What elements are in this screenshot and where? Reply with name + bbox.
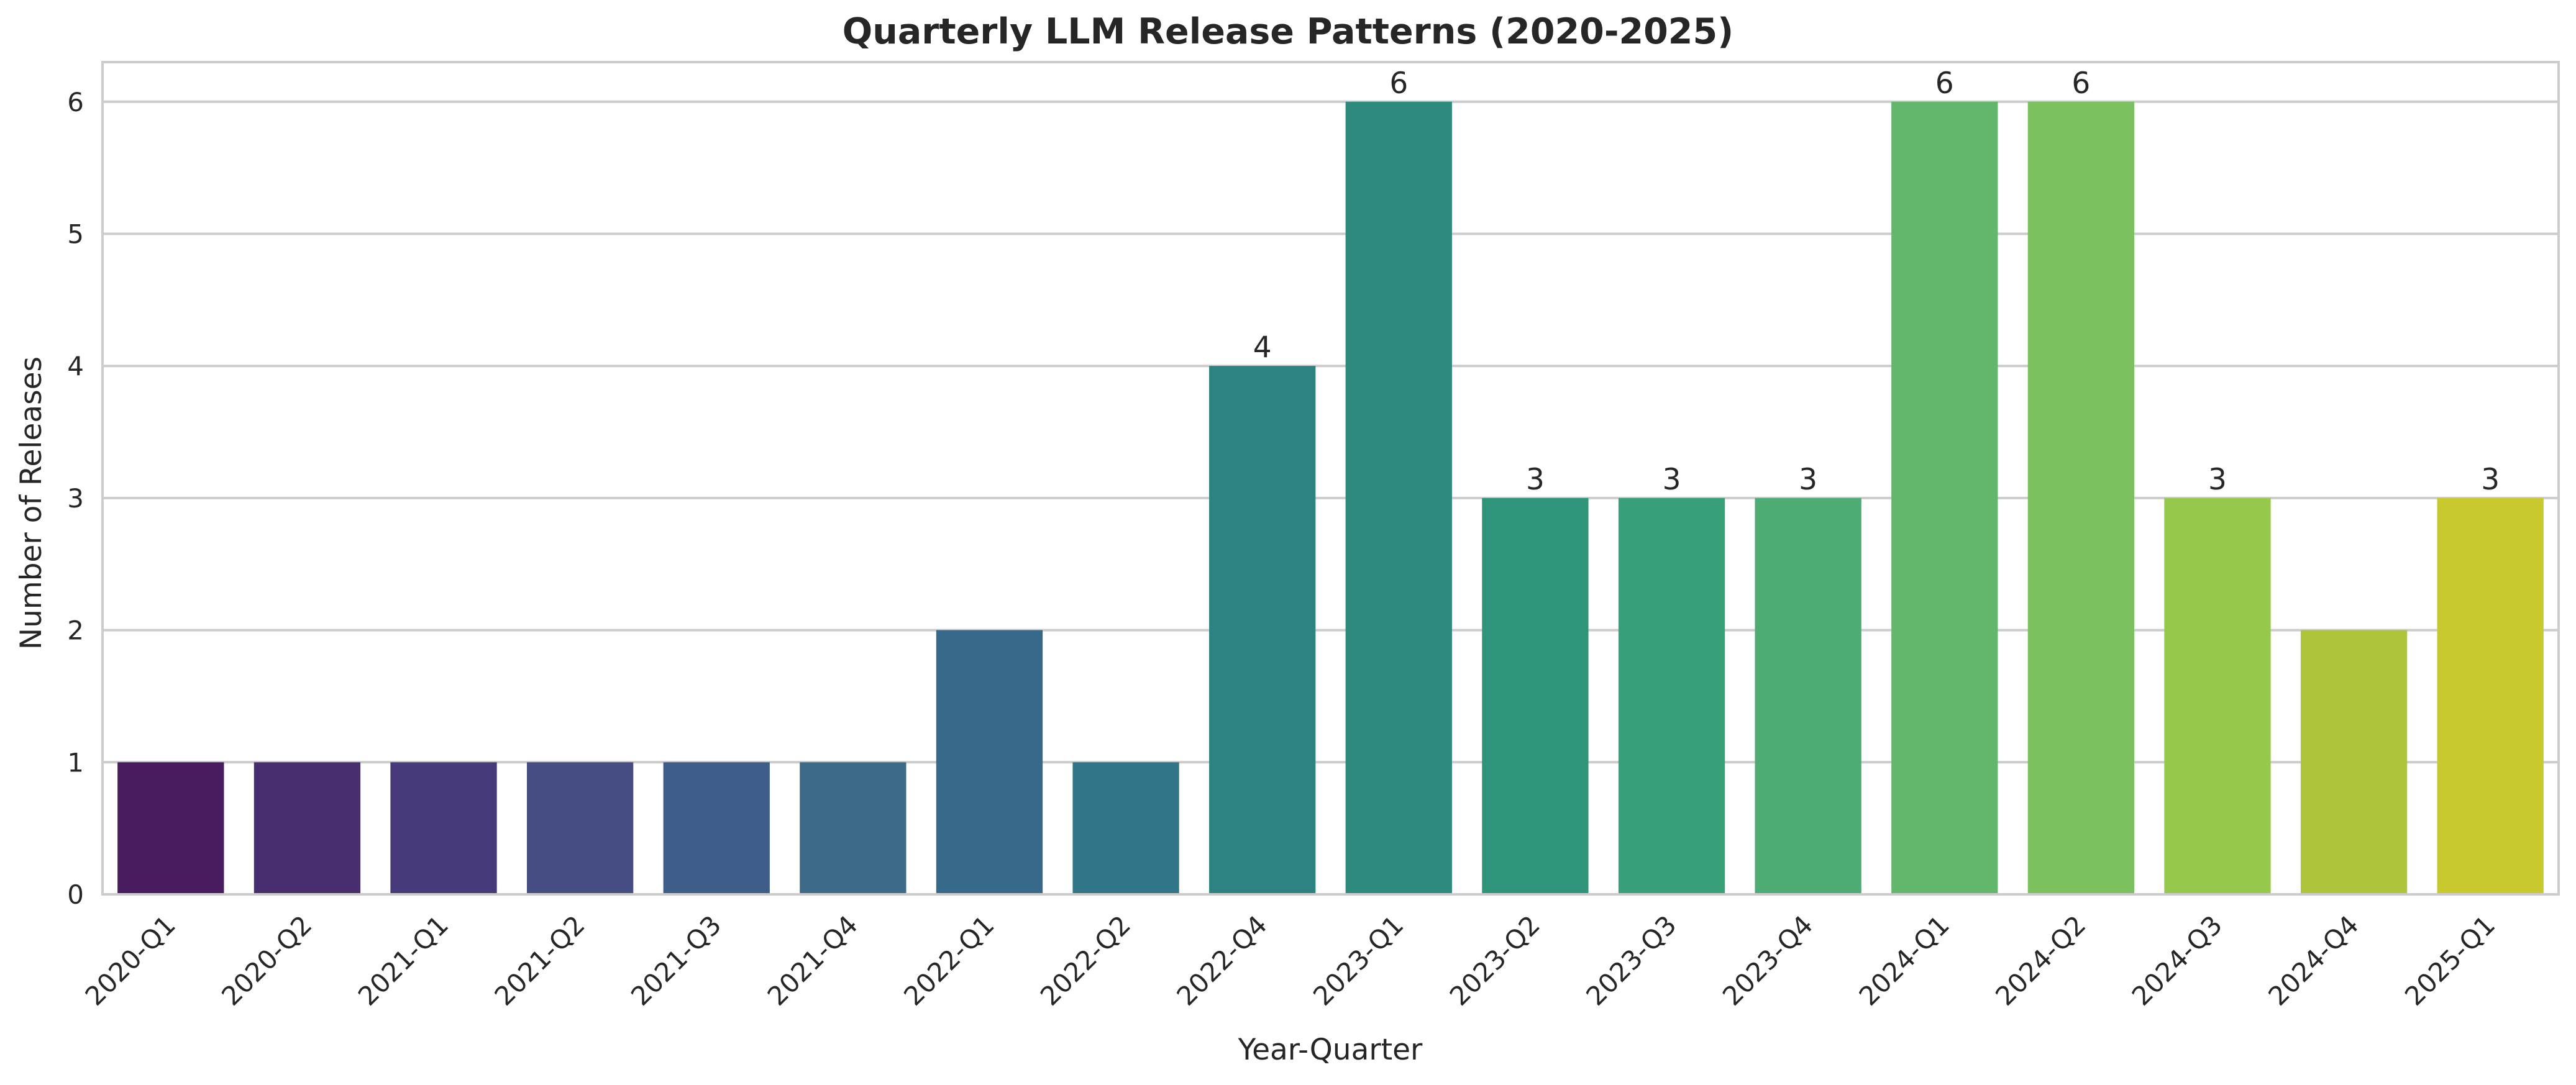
x-tick-label: 2022-Q2 xyxy=(1035,909,1136,1011)
plot-frame xyxy=(101,61,2560,896)
x-tick-label: 2022-Q4 xyxy=(1171,909,1272,1011)
x-tick-label: 2024-Q2 xyxy=(1989,909,2091,1011)
x-tick-label: 2024-Q3 xyxy=(2126,909,2228,1011)
x-tick-label: 2021-Q1 xyxy=(352,909,454,1011)
y-tick-label: 1 xyxy=(67,747,84,778)
plot-area xyxy=(103,62,2559,894)
data-label: 3 xyxy=(2481,463,2500,497)
data-label: 4 xyxy=(1253,330,1272,365)
x-tick-label: 2023-Q1 xyxy=(1307,909,1409,1011)
bar xyxy=(1209,366,1316,894)
bar xyxy=(1891,101,1998,894)
data-label: 3 xyxy=(1799,463,1817,497)
bars xyxy=(117,101,2544,894)
bar xyxy=(1618,497,1725,894)
chart-title: Quarterly LLM Release Patterns (2020-202… xyxy=(843,11,1733,52)
x-tick-label: 2025-Q1 xyxy=(2399,909,2501,1011)
x-tick-label: 2021-Q3 xyxy=(625,909,727,1011)
bar xyxy=(2437,497,2544,894)
x-tick-label: 2023-Q3 xyxy=(1580,909,1682,1011)
bar xyxy=(526,762,634,894)
y-tick-label: 2 xyxy=(67,615,84,646)
data-label: 6 xyxy=(2071,66,2090,101)
x-tick-labels: 2020-Q1 2020-Q2 2021-Q1 2021-Q2 2021-Q3 2021-… xyxy=(80,909,2501,1011)
x-tick-label: 2024-Q1 xyxy=(1853,909,1955,1011)
bar xyxy=(800,762,907,894)
y-tick-label: 5 xyxy=(67,219,84,250)
bar xyxy=(253,762,361,894)
x-tick-label: 2022-Q1 xyxy=(898,909,1000,1011)
x-tick-label: 2020-Q2 xyxy=(216,909,317,1011)
data-label: 6 xyxy=(1389,66,1408,101)
bar xyxy=(1072,762,1179,894)
y-tick-label: 0 xyxy=(67,879,84,910)
bar xyxy=(1755,497,1861,894)
y-tick-label: 4 xyxy=(67,351,84,381)
bar xyxy=(936,630,1043,894)
y-tick-label: 6 xyxy=(67,87,84,117)
data-label: 3 xyxy=(1663,463,1681,497)
data-labels: 4 6 3 3 3 6 6 3 3 xyxy=(1253,66,2500,497)
bar xyxy=(2027,101,2135,894)
bar xyxy=(1345,101,1452,894)
x-tick-label: 2023-Q2 xyxy=(1444,909,1546,1011)
bar xyxy=(2300,630,2408,894)
x-tick-label: 2024-Q4 xyxy=(2262,909,2364,1011)
y-tick-label: 3 xyxy=(67,483,84,514)
x-axis-label: Year-Quarter xyxy=(1238,1033,1423,1067)
bar xyxy=(1482,497,1589,894)
x-tick-label: 2020-Q1 xyxy=(80,909,181,1011)
y-tick-labels: 0 1 2 3 4 5 6 xyxy=(67,87,84,910)
bar xyxy=(117,762,224,894)
data-label: 3 xyxy=(2208,463,2227,497)
data-label: 6 xyxy=(1935,66,1954,101)
bar xyxy=(2164,497,2271,894)
x-tick-label: 2023-Q4 xyxy=(1717,909,1819,1011)
bar xyxy=(663,762,770,894)
y-axis-label: Number of Releases xyxy=(14,356,48,650)
bar xyxy=(390,762,497,894)
data-label: 3 xyxy=(1526,463,1545,497)
x-tick-label: 2021-Q4 xyxy=(762,909,864,1011)
x-tick-label: 2021-Q2 xyxy=(488,909,590,1011)
